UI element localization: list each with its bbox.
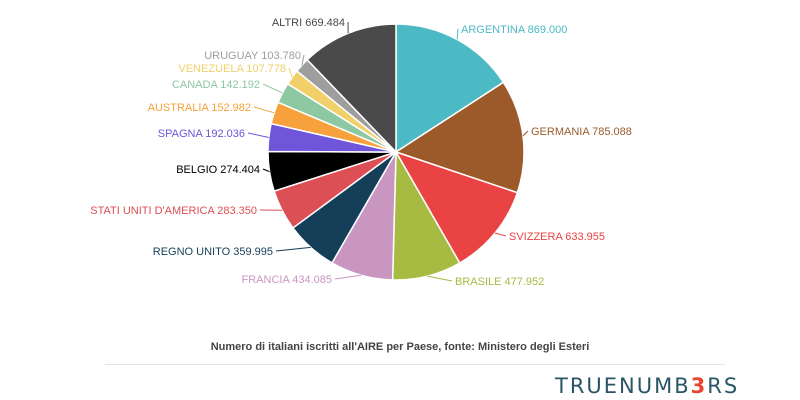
pie-slice-argentina: [395, 23, 505, 154]
leader-line-brasile: [427, 275, 453, 282]
leader-line-australia: [253, 106, 275, 114]
brand-part-3: RS: [707, 374, 740, 398]
leader-lines: [247, 21, 529, 282]
leader-line-belgio: [262, 168, 270, 173]
slice-label-venezuela: VENEZUELA 107.778: [178, 63, 286, 75]
slice-label-svizzera: SVIZZERA 633.955: [509, 231, 605, 243]
slice-label-argentina: ARGENTINA 869.000: [461, 24, 567, 36]
slice-label-spagna: SPAGNA 192.036: [158, 128, 245, 140]
pie-slice-germania: [394, 81, 525, 194]
leader-line-svizzera: [494, 232, 507, 237]
brand-logo: TRUENUMB3RS: [555, 374, 739, 398]
chart-caption: Numero di italiani iscritti all'AIRE per…: [210, 341, 590, 353]
leader-line-germania: [522, 130, 529, 137]
leader-line-venezuela: [288, 67, 293, 78]
slice-label-canada: CANADA 142.192: [172, 79, 260, 91]
brand-part-2: 3: [690, 374, 708, 398]
slice-label-australia: AUSTRALIA 152.982: [148, 102, 251, 114]
slice-labels: ARGENTINA 869.000 GERMANIA 785.088 SVIZZER…: [90, 17, 632, 288]
leader-line-regno-unito: [275, 246, 311, 252]
slice-label-uruguay: URUGUAY 103.780: [204, 50, 301, 62]
divider: [105, 364, 725, 365]
leader-line-uruguay: [301, 54, 305, 66]
slice-label-francia: FRANCIA 434.085: [242, 274, 333, 286]
slice-label-regno-unito: REGNO UNITO 359.995: [153, 246, 273, 258]
leader-line-spagna: [247, 132, 269, 138]
slice-label-altri: ALTRI 669.484: [272, 17, 345, 29]
slice-label-brasile: BRASILE 477.952: [455, 276, 544, 288]
slice-label-germania: GERMANIA 785.088: [531, 126, 632, 138]
slice-label-stati-uniti-d-america: STATI UNITI D'AMERICA 283.350: [90, 205, 257, 217]
brand-part-1: TRUENUMB: [555, 374, 691, 398]
leader-line-canada: [262, 83, 283, 94]
leader-line-argentina: [456, 28, 459, 40]
pie-chart: ARGENTINA 869.000 GERMANIA 785.088 SVIZZER…: [90, 17, 632, 288]
leader-line-francia: [334, 274, 362, 280]
pie-slice-altri: [306, 23, 397, 154]
slice-label-belgio: BELGIO 274.404: [176, 164, 260, 176]
pie-slices: [267, 23, 525, 281]
